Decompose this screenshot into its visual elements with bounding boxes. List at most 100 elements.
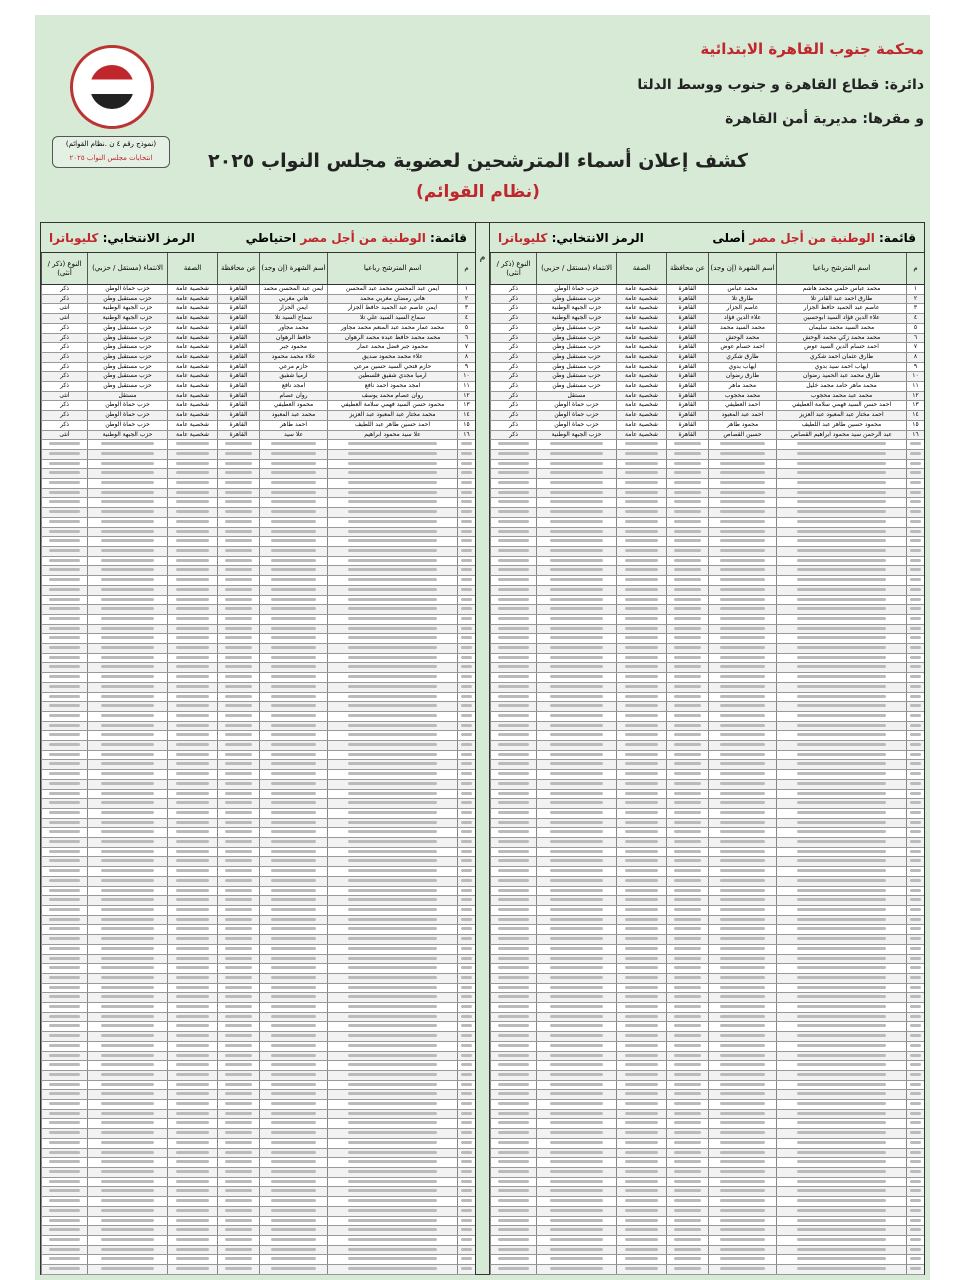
illegible-text	[100, 490, 155, 494]
illegible-text	[270, 791, 317, 795]
illegible-text	[673, 636, 702, 640]
illegible-text	[100, 762, 155, 766]
capacity	[616, 1138, 666, 1148]
governorate	[217, 711, 259, 721]
illegible-text	[498, 917, 529, 921]
capacity	[167, 1100, 217, 1109]
illegible-text	[348, 1228, 437, 1232]
row-num: ٩	[906, 362, 924, 372]
illegible-text	[910, 937, 921, 941]
gender	[41, 1148, 87, 1158]
nickname	[708, 1022, 776, 1032]
candidate-name	[327, 828, 457, 838]
governorate	[666, 993, 708, 1003]
table-row	[490, 993, 924, 1004]
illegible-text	[719, 1121, 766, 1125]
affiliation	[87, 1080, 167, 1090]
illegible-text	[224, 878, 253, 882]
governorate	[217, 1187, 259, 1197]
table-row	[41, 944, 475, 955]
candidate-name	[327, 653, 457, 663]
row-num	[457, 906, 475, 915]
illegible-text	[348, 723, 437, 727]
table-row	[41, 469, 475, 480]
illegible-text	[100, 1160, 155, 1164]
illegible-text	[498, 1169, 529, 1173]
candidate-name	[776, 1129, 906, 1138]
nickname	[708, 605, 776, 614]
illegible-text	[100, 801, 155, 805]
illegible-text	[498, 975, 529, 979]
gender	[490, 459, 536, 469]
row-num	[906, 479, 924, 488]
affiliation	[87, 663, 167, 673]
illegible-text	[673, 946, 702, 950]
capacity	[167, 479, 217, 488]
illegible-text	[498, 587, 529, 591]
illegible-text	[625, 1053, 658, 1057]
illegible-text	[797, 704, 886, 708]
nickname	[708, 711, 776, 721]
illegible-text	[176, 1014, 209, 1018]
nickname	[259, 595, 327, 605]
capacity: شخصية عامة	[616, 304, 666, 314]
illegible-text	[49, 946, 80, 950]
candidate-name	[327, 1032, 457, 1041]
capacity	[167, 857, 217, 867]
illegible-text	[49, 917, 80, 921]
illegible-text	[673, 917, 702, 921]
illegible-text	[498, 1208, 529, 1212]
illegible-text	[270, 1189, 317, 1193]
gender: أنثى	[41, 430, 87, 440]
table-row	[41, 488, 475, 499]
capacity	[167, 789, 217, 799]
row-num	[457, 1051, 475, 1061]
nickname	[708, 808, 776, 818]
illegible-text	[49, 442, 80, 446]
affiliation	[87, 1119, 167, 1129]
illegible-text	[625, 607, 658, 611]
affiliation	[87, 1022, 167, 1032]
illegible-text	[224, 607, 253, 611]
candidate-name	[327, 1003, 457, 1012]
governorate	[217, 537, 259, 546]
nickname	[259, 614, 327, 624]
candidate-name	[327, 808, 457, 818]
gender	[490, 653, 536, 663]
row-num	[906, 449, 924, 459]
row-num	[906, 682, 924, 692]
table-row	[41, 663, 475, 674]
nickname	[708, 857, 776, 867]
gender	[490, 983, 536, 993]
governorate	[217, 944, 259, 954]
illegible-text	[176, 626, 209, 630]
illegible-text	[719, 917, 766, 921]
table-row	[490, 828, 924, 839]
capacity	[616, 1022, 666, 1032]
table-row	[41, 566, 475, 577]
illegible-text	[348, 752, 437, 756]
nickname	[708, 508, 776, 517]
governorate	[217, 1255, 259, 1265]
capacity	[616, 1051, 666, 1061]
illegible-text	[625, 791, 658, 795]
illegible-text	[176, 481, 209, 485]
table-row	[41, 808, 475, 819]
illegible-text	[461, 1111, 472, 1115]
governorate	[217, 779, 259, 789]
illegible-text	[549, 781, 604, 785]
affiliation	[536, 585, 616, 595]
table-row: ١١ امجد محمود احمد نافع امجد نافع القاهرة شخ…	[41, 382, 475, 392]
illegible-text	[176, 1257, 209, 1261]
governorate	[666, 1012, 708, 1022]
nickname	[259, 556, 327, 566]
illegible-text	[49, 1199, 80, 1203]
governorate	[217, 488, 259, 498]
illegible-text	[797, 1140, 886, 1144]
gender	[41, 527, 87, 537]
row-num	[457, 1129, 475, 1138]
gender	[41, 1197, 87, 1206]
illegible-text	[498, 636, 529, 640]
table-row	[490, 517, 924, 528]
affiliation	[87, 1226, 167, 1235]
